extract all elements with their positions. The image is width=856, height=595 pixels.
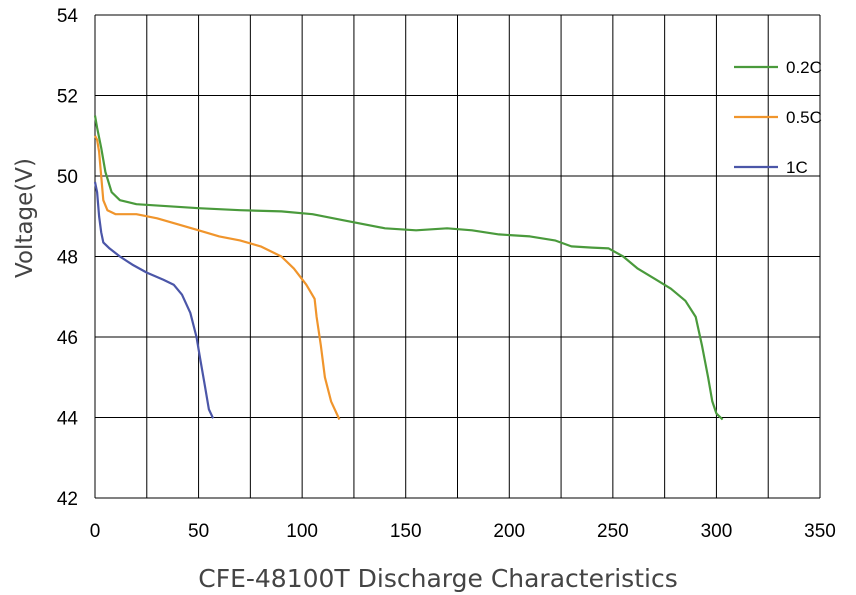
y-tick-label: 46	[57, 328, 78, 349]
x-tick-label: 300	[701, 521, 733, 542]
x-tick-label: 150	[390, 521, 422, 542]
x-tick-label: 250	[597, 521, 629, 542]
x-tick-label: 100	[286, 521, 318, 542]
x-tick-label: 50	[188, 521, 209, 542]
legend: 0.2C 0.5C 1C	[734, 58, 822, 177]
y-tick-label: 44	[57, 409, 79, 430]
x-tick-label: 350	[804, 521, 836, 542]
legend-label-1C: 1C	[786, 158, 808, 177]
y-axis-label: Voltage(V)	[12, 158, 38, 278]
x-axis-label: CFE-48100T Discharge Characteristics	[198, 564, 677, 593]
legend-label-0.5C: 0.5C	[786, 108, 822, 127]
series-lines	[93, 115, 724, 421]
y-tick-label: 54	[57, 6, 79, 27]
y-tick-labels: 42 44 46 48 50 52 54	[57, 6, 79, 510]
series-line-0.5C	[94, 135, 341, 420]
series-line-0.2C	[93, 115, 724, 421]
y-tick-label: 42	[57, 489, 78, 510]
grid-lines	[94, 14, 821, 499]
y-tick-label: 50	[57, 167, 78, 188]
y-tick-label: 48	[57, 248, 78, 269]
x-tick-label: 200	[493, 521, 525, 542]
x-tick-label: 0	[90, 521, 101, 542]
y-tick-label: 52	[57, 87, 78, 108]
x-tick-labels: 0 50 100 150 200 250 300 350	[90, 521, 836, 542]
series-line-1C	[93, 181, 215, 419]
legend-label-0.2C: 0.2C	[786, 58, 822, 77]
